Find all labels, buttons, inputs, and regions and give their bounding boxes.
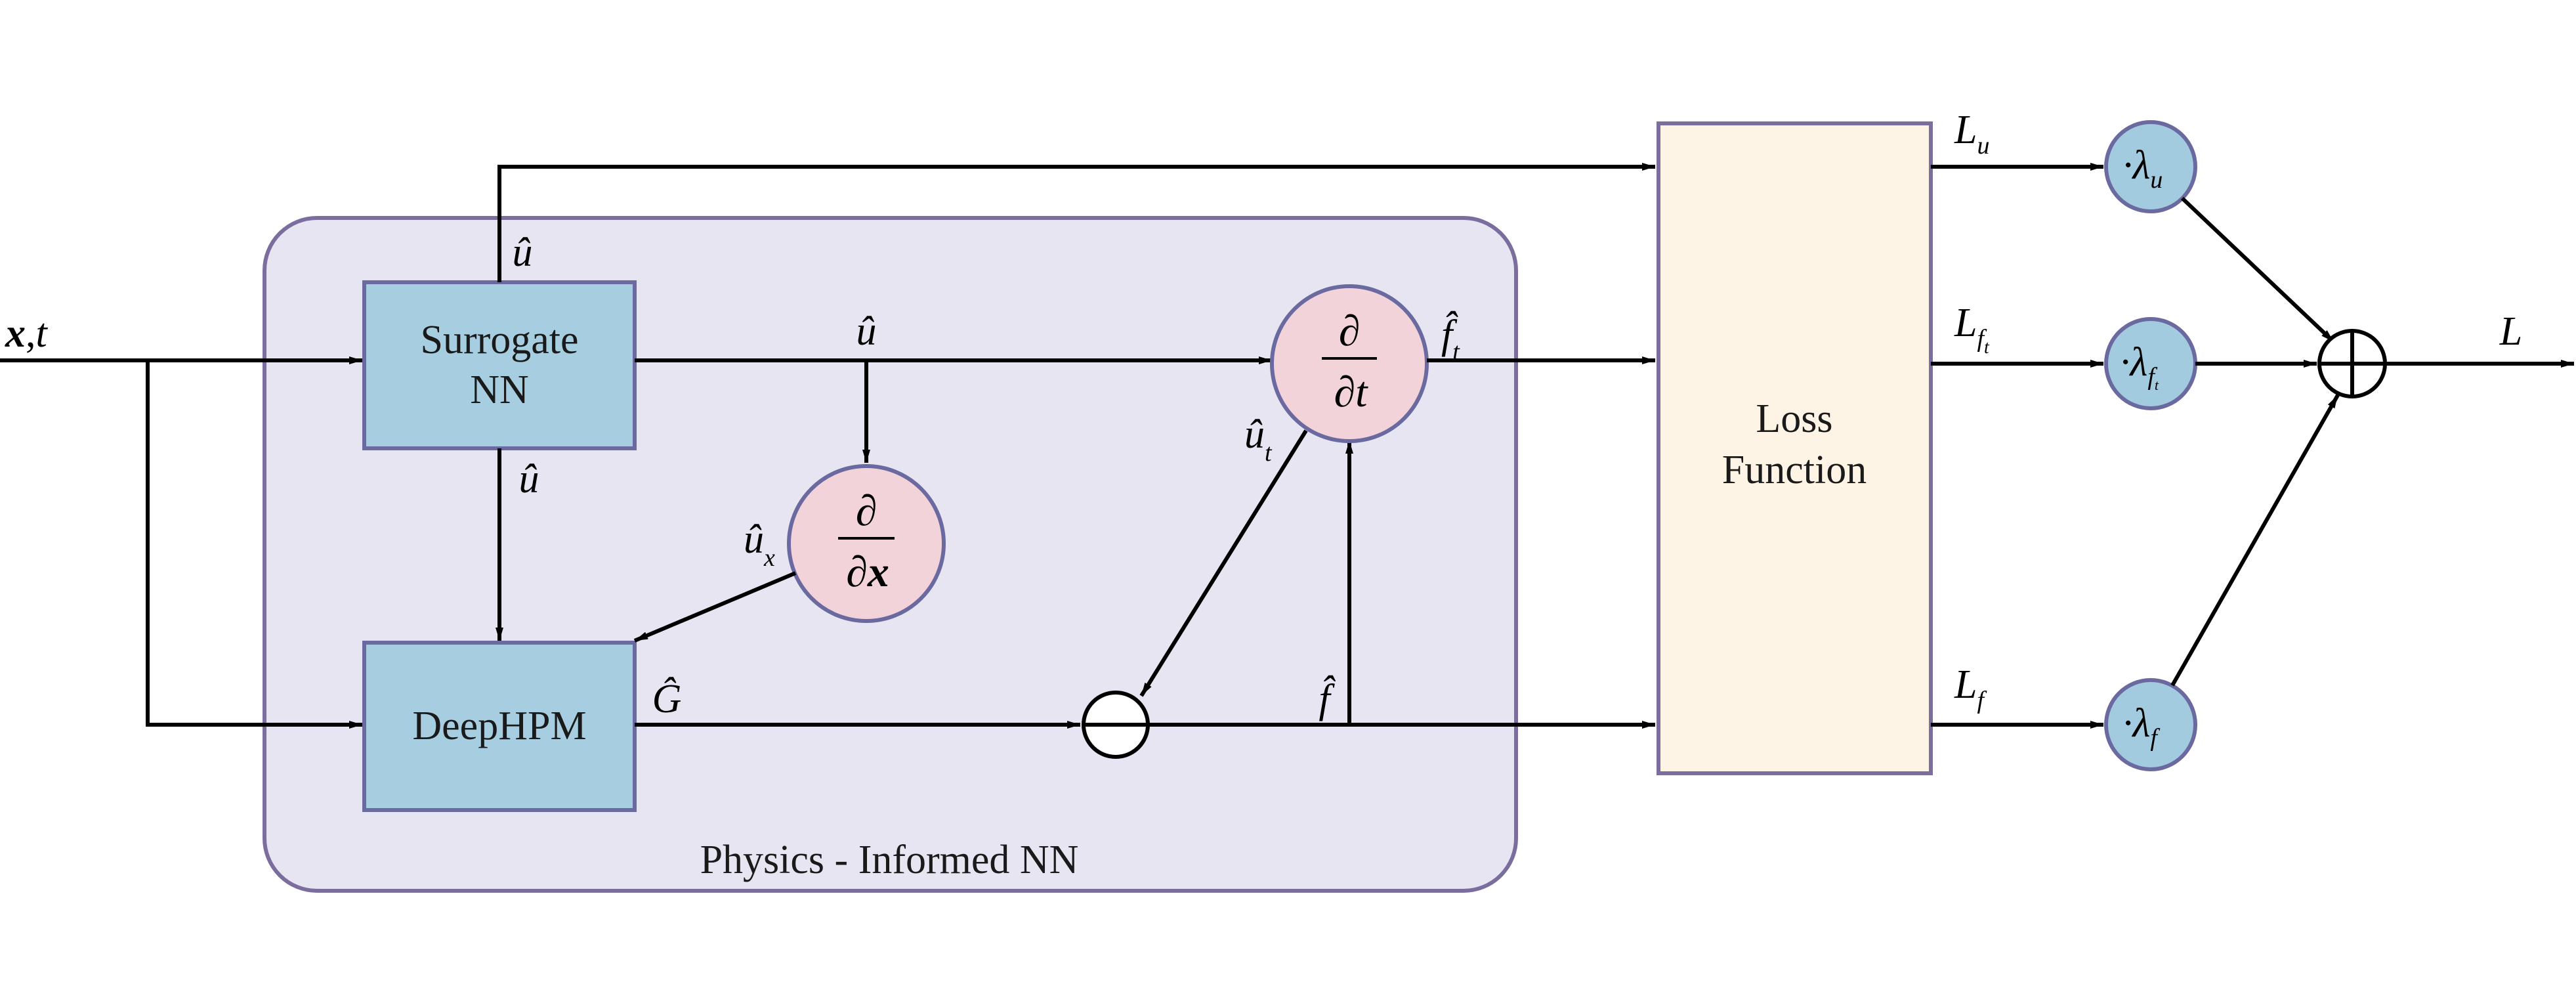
ddx-denominator: ∂x bbox=[846, 548, 889, 596]
lambda-f-to-sum-line bbox=[2170, 394, 2340, 687]
lft-subsub: t bbox=[1984, 337, 1990, 358]
u-hat-down-label: û bbox=[519, 457, 539, 502]
f-hat-t-sub: t bbox=[1452, 338, 1460, 366]
lambda-ft-label: ·λft bbox=[2120, 340, 2159, 393]
g-hat-label: Ĝ bbox=[652, 677, 682, 721]
lambda-u-sub: u bbox=[2150, 166, 2163, 194]
u-hat-t-label: ût bbox=[1244, 412, 1273, 467]
lambda-u-main: ·λ bbox=[2122, 143, 2150, 188]
loss-function-label-1: Loss bbox=[1756, 396, 1832, 441]
u-hat-mid-label: û bbox=[856, 309, 877, 354]
input-branch-line bbox=[146, 360, 362, 729]
lf-main: L bbox=[1954, 662, 1977, 707]
lu-main: L bbox=[1954, 108, 1977, 152]
u-hat-t-main: û bbox=[1244, 412, 1265, 457]
lambda-f-node bbox=[2104, 678, 2197, 771]
lambda-u-node bbox=[2104, 120, 2197, 213]
input-sep: , bbox=[26, 311, 36, 356]
u-hat-top-label: û bbox=[513, 230, 533, 275]
u-hat-t-line bbox=[1139, 429, 1308, 697]
loss-function-label-2: Function bbox=[1722, 448, 1867, 492]
loss-function-box bbox=[1657, 121, 1933, 775]
lambda-u-to-sum-line bbox=[2180, 196, 2336, 344]
deephpm-label: DeepHPM bbox=[412, 704, 586, 748]
lft-label: Lft bbox=[1954, 301, 1990, 358]
ddt-node bbox=[1270, 284, 1429, 443]
lambda-ft-subsub: t bbox=[2155, 377, 2159, 393]
lu-sub: u bbox=[1977, 132, 1989, 160]
surrogate-nn-label-1: Surrogate bbox=[420, 318, 578, 362]
input-t: t bbox=[36, 311, 49, 356]
lambda-f-main: ·λ bbox=[2122, 701, 2150, 746]
ddt-numerator: ∂ bbox=[1339, 307, 1361, 355]
u-hat-to-loss-line bbox=[497, 163, 1655, 282]
lf-sub: f bbox=[1977, 687, 1987, 714]
lambda-ft-main: ·λ bbox=[2120, 340, 2147, 385]
lft-main: L bbox=[1954, 301, 1977, 345]
ddx-node bbox=[787, 464, 946, 623]
ddx-denominator-x: x bbox=[867, 548, 889, 596]
ddx-denominator-d: ∂ bbox=[846, 548, 868, 596]
u-hat-x-to-deephpm-line bbox=[633, 571, 797, 643]
ddx-numerator: ∂ bbox=[856, 487, 877, 535]
u-hat-x-main: û bbox=[744, 517, 764, 562]
u-hat-x-label: ûx bbox=[744, 517, 775, 572]
u-hat-t-sub: t bbox=[1265, 439, 1273, 467]
input-label: x,t bbox=[5, 311, 49, 356]
lambda-u-label: ·λu bbox=[2122, 143, 2163, 194]
u-hat-x-sub: x bbox=[763, 544, 775, 572]
lu-label: Lu bbox=[1954, 108, 1989, 160]
lambda-f-label: ·λf bbox=[2122, 701, 2160, 752]
surrogate-nn-label-2: NN bbox=[470, 368, 529, 412]
output-label: L bbox=[2499, 309, 2522, 354]
input-x: x bbox=[5, 311, 26, 356]
ddt-denominator: ∂t bbox=[1334, 368, 1369, 416]
deephpm-box bbox=[362, 641, 637, 812]
surrogate-nn-box bbox=[362, 280, 637, 450]
lf-label: Lf bbox=[1954, 662, 1987, 714]
pinn-panel-label: Physics - Informed NN bbox=[700, 838, 1079, 882]
